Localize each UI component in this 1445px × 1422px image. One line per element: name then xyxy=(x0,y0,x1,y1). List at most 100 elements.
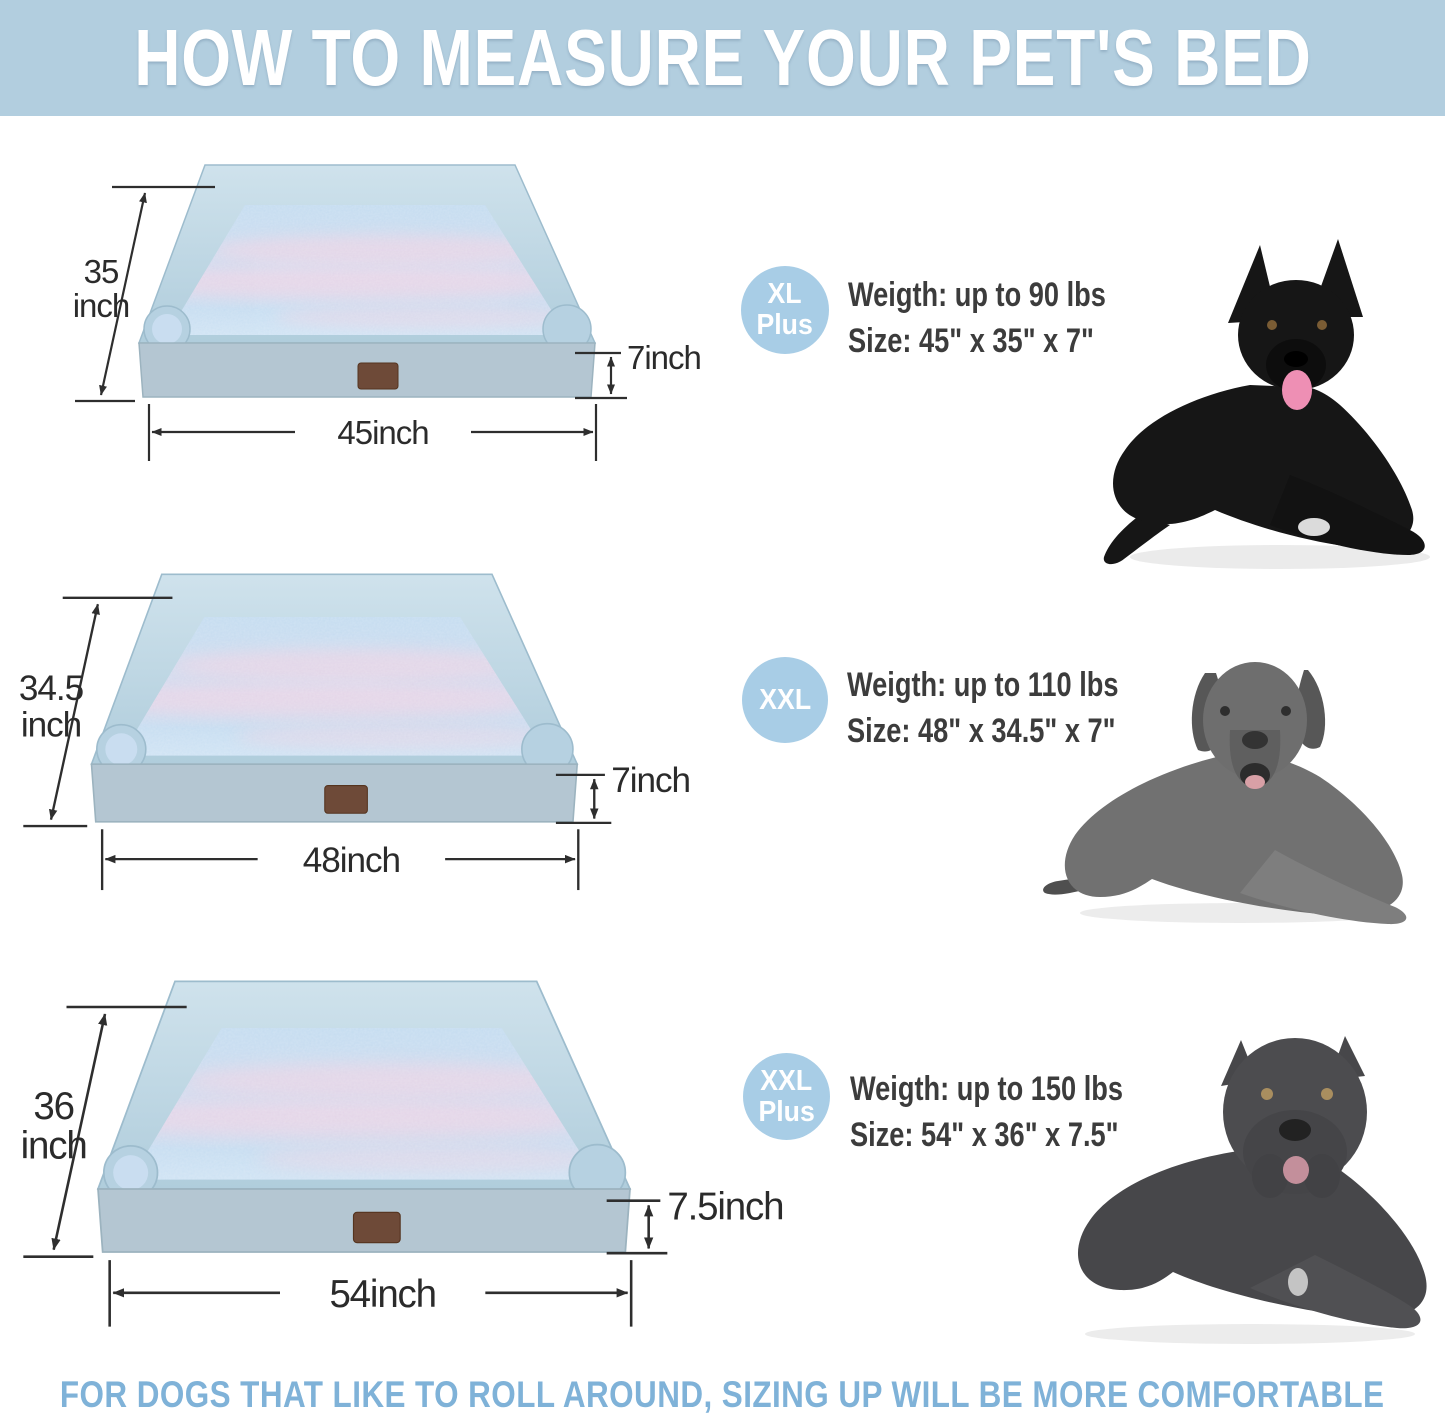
dog-chest-patch xyxy=(1288,1268,1308,1296)
width-label: 45inch xyxy=(337,414,428,451)
dog-ear-left xyxy=(1221,1040,1257,1086)
badge-line2: Plus xyxy=(756,309,814,341)
dog-nose xyxy=(1279,1119,1311,1141)
dog-nose xyxy=(1242,731,1268,749)
height-label: 7inch xyxy=(611,761,690,800)
dog-ear-right xyxy=(1329,1036,1365,1080)
depth-arrow xyxy=(51,1013,108,1251)
depth-value-label: 36 xyxy=(33,1085,74,1128)
bed-base xyxy=(90,763,579,823)
depth-arrow xyxy=(99,192,147,396)
measurement-arrows xyxy=(75,185,627,461)
dog-tail xyxy=(1103,515,1170,565)
bed-brand-tag xyxy=(352,1211,401,1244)
dog-front-legs xyxy=(1240,850,1407,925)
depth-unit-label: inch xyxy=(21,705,81,744)
measurement-arrows xyxy=(23,596,612,891)
badge-line1: XXL xyxy=(760,1064,813,1097)
depth-arrow xyxy=(48,603,100,821)
weight-text: Weigth: up to 110 lbs xyxy=(847,666,1119,704)
header-band: HOW TO MEASURE YOUR PET'S BED xyxy=(0,0,1445,116)
dog-ear-left xyxy=(1191,673,1224,752)
bolster-cap-right xyxy=(542,304,592,354)
bolster-cap-fluff xyxy=(152,314,182,344)
dog-eye-right xyxy=(1317,320,1327,330)
dog-eye-left xyxy=(1220,706,1230,716)
dog-mouth xyxy=(1240,763,1270,787)
size-badge-xxl-plus: XXL Plus xyxy=(743,1053,830,1140)
dog-eye-right xyxy=(1321,1088,1333,1100)
bed-illustration xyxy=(90,573,579,823)
page-title: HOW TO MEASURE YOUR PET'S BED xyxy=(133,13,1312,102)
badge-line1: XXL xyxy=(759,683,811,716)
dog-ear-right xyxy=(1295,670,1326,749)
bed-diagram-xxl: 34.5 inch 7inch 48inch xyxy=(19,573,691,891)
spec-text-xxl-plus: Weigth: up to 150 lbs Size: 54" x 36" x … xyxy=(850,1066,1191,1158)
size-text: Size: 54" x 36" x 7.5" xyxy=(850,1116,1119,1154)
depth-unit-label: inch xyxy=(21,1125,87,1168)
dog-shadow xyxy=(1080,903,1400,923)
size-text: Size: 48" x 34.5" x 7" xyxy=(847,712,1116,750)
dog-head xyxy=(1203,662,1307,778)
depth-value-label: 35 xyxy=(84,253,119,290)
dog-nose xyxy=(1284,351,1308,367)
dog-tongue xyxy=(1282,370,1312,410)
bed-base xyxy=(97,1188,631,1253)
measurement-arrows xyxy=(23,1005,668,1327)
bolster-cap-fluff xyxy=(113,1155,149,1191)
dog-photo-great-dane xyxy=(1043,662,1407,925)
badge-line2: Plus xyxy=(758,1095,815,1128)
dog-muzzle xyxy=(1266,339,1326,391)
bed-base xyxy=(138,342,596,398)
bolster-cap-fluff xyxy=(105,733,138,766)
bolster-cap-left xyxy=(102,1144,159,1201)
bed-diagram-xxl-plus: 36 inch 7.5inch 54inch xyxy=(21,980,784,1327)
dog-tongue xyxy=(1245,775,1265,789)
depth-value-label: 34.5 xyxy=(19,669,84,708)
spec-text-xxl: Weigth: up to 110 lbs Size: 48" x 34.5" … xyxy=(847,662,1186,754)
bed-diagram-xl-plus: 35 inch 7inch 45inch xyxy=(73,164,702,461)
bolster-cap-right xyxy=(521,722,574,776)
weight-text: Weigth: up to 90 lbs xyxy=(848,276,1106,314)
bolster-cap-right xyxy=(568,1143,627,1202)
dog-tongue xyxy=(1283,1156,1309,1184)
height-label: 7inch xyxy=(627,339,701,376)
dog-photo-german-shepherd xyxy=(1103,239,1430,569)
dog-body xyxy=(1103,239,1425,565)
spec-text-xl-plus: Weigth: up to 90 lbs Size: 45" x 35" x 7… xyxy=(848,272,1170,364)
bolster-cap-left xyxy=(143,305,191,353)
bed-illustration xyxy=(96,980,632,1253)
dog-body xyxy=(1077,1036,1427,1329)
bed-brand-tag xyxy=(324,785,368,814)
bed-illustration xyxy=(137,164,597,398)
depth-unit-label: inch xyxy=(73,287,130,324)
dog-jowl-left xyxy=(1252,1154,1288,1198)
dog-ear-right xyxy=(1310,239,1363,317)
dog-muzzle xyxy=(1229,730,1281,787)
dog-body xyxy=(1064,754,1403,916)
bed-brand-tag xyxy=(357,362,399,390)
dog-jowls xyxy=(1243,1110,1347,1194)
badge-line1: XL xyxy=(767,278,803,310)
dog-jowl-right xyxy=(1304,1154,1340,1198)
height-label: 7.5inch xyxy=(667,1185,783,1228)
width-label: 48inch xyxy=(303,841,400,880)
size-text: Size: 45" x 35" x 7" xyxy=(848,322,1094,360)
size-badge-xl-plus: XL Plus xyxy=(741,266,829,354)
dog-shadow xyxy=(1130,545,1430,569)
size-badge-xxl: XXL xyxy=(742,657,828,743)
dog-shadow xyxy=(1085,1324,1415,1344)
bolster-cap-left xyxy=(96,723,147,775)
footer-band: FOR DOGS THAT LIKE TO ROLL AROUND, SIZIN… xyxy=(0,1368,1445,1422)
dog-front-legs xyxy=(1250,1255,1421,1329)
dog-head xyxy=(1223,1038,1367,1186)
dog-eye-left xyxy=(1261,1088,1273,1100)
dog-chest-patch xyxy=(1298,518,1330,536)
dog-eye-left xyxy=(1267,320,1277,330)
dog-photo-cane-corso xyxy=(1077,1036,1427,1344)
dog-tail xyxy=(1043,878,1102,895)
